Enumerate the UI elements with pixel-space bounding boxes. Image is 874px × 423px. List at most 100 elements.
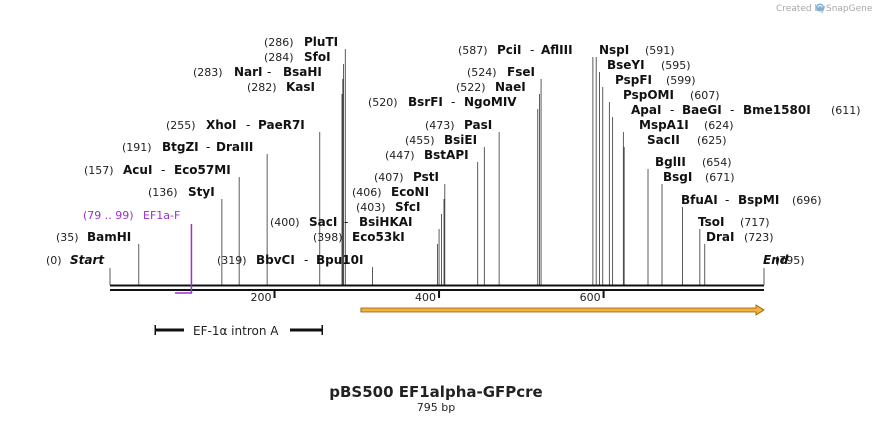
site-pluti[interactable]: (286) PluTI	[264, 35, 338, 49]
site-econi[interactable]: (406) EcoNI	[352, 185, 429, 199]
site-separator: -	[206, 140, 210, 154]
site-apai[interactable]: ApaI - BaeGI - Bme1580I (611)	[631, 103, 861, 117]
site-bamhi[interactable]: (35) BamHI	[56, 230, 131, 244]
site-pos: (136)	[148, 186, 178, 199]
site-pos: (696)	[792, 194, 822, 207]
site-name: XhoI	[206, 118, 237, 132]
ruler-ticks: 200 400 600	[109, 268, 765, 304]
credit-text: Created by	[776, 4, 826, 14]
site-pos: (473)	[425, 119, 455, 132]
site-name: PspOMI	[623, 88, 674, 102]
site-pcii[interactable]: (587) PciI - AflIII	[458, 43, 573, 57]
site-pos: (283)	[193, 66, 223, 79]
end-name: End	[763, 253, 789, 267]
site-bsrfi[interactable]: (520) BsrFI - NgoMIV	[368, 95, 517, 109]
site-kasi[interactable]: (282) KasI	[247, 80, 315, 94]
orf-arrow[interactable]	[360, 304, 765, 316]
sequence-backbone[interactable]	[110, 284, 764, 291]
tick-label: 400	[415, 291, 436, 304]
site-name: PspFI	[615, 73, 652, 87]
site-saci[interactable]: (400) SacI - BsiHKAI	[270, 215, 413, 229]
site-sfoi[interactable]: (284) SfoI	[264, 50, 331, 64]
site-name: NspI	[599, 43, 629, 57]
site-name: SacII	[647, 133, 680, 147]
site-btgzi[interactable]: (191) BtgZI - DraIII	[122, 140, 253, 154]
site-alt-name: PaeR7I	[258, 118, 305, 132]
site-pos: (520)	[368, 96, 398, 109]
site-drai[interactable]: DraI (723)	[706, 230, 774, 244]
site-eco53ki[interactable]: (398) Eco53kI	[313, 230, 405, 244]
site-nspi[interactable]: NspI (591)	[599, 43, 675, 57]
site-alt2-name: Bme1580I	[743, 103, 811, 117]
site-pos: (191)	[122, 141, 152, 154]
site-tsoi[interactable]: TsoI (717)	[698, 215, 770, 229]
site-name: FseI	[507, 65, 535, 79]
site-xhoi[interactable]: (255) XhoI - PaeR7I	[166, 118, 305, 132]
site-pos: (400)	[270, 216, 300, 229]
site-nari[interactable]: (283) NarI - BsaHI	[193, 65, 322, 79]
site-sfci[interactable]: (403) SfcI	[356, 200, 420, 214]
tick-label: 200	[251, 291, 272, 304]
site-alt-name: BsaHI	[283, 65, 322, 79]
site-bseyi[interactable]: BseYI (595)	[607, 58, 691, 72]
site-pos: (319)	[217, 254, 247, 267]
site-pasi[interactable]: (473) PasI	[425, 118, 492, 132]
site-psti[interactable]: (407) PstI	[374, 170, 439, 184]
site-separator: -	[725, 193, 729, 207]
map-title: pBS500 EF1alpha-GFPcre	[329, 383, 542, 401]
site-name: ApaI	[631, 103, 661, 117]
site-alt-name: BaeGI	[682, 103, 722, 117]
site-pos: (398)	[313, 231, 343, 244]
site-name: BsgI	[663, 170, 692, 184]
site-name: TsoI	[698, 215, 724, 229]
end-label: End (795)	[763, 253, 805, 267]
site-bglii[interactable]: BglII (654)	[655, 155, 732, 169]
site-name: Eco53kI	[352, 230, 405, 244]
end-position: (795)	[775, 254, 805, 267]
site-separator: -	[344, 215, 348, 229]
site-name: BbvCI	[256, 253, 295, 267]
credit-brand: SnapGene	[826, 4, 873, 14]
site-bstapi[interactable]: (447) BstAPI	[385, 148, 469, 162]
site-alt-name: NgoMIV	[464, 95, 517, 109]
primer-arrow[interactable]	[174, 224, 193, 294]
site-name: SfoI	[304, 50, 331, 64]
site-sacii[interactable]: SacII (625)	[647, 133, 727, 147]
site-bsgi[interactable]: BsgI (671)	[663, 170, 735, 184]
site-name: MspA1I	[639, 118, 689, 132]
site-separator: -	[267, 65, 271, 79]
site-styi[interactable]: (136) StyI	[148, 185, 215, 199]
site-bsiei[interactable]: (455) BsiEI	[405, 133, 477, 147]
site-bbvci[interactable]: (319) BbvCI - Bpu10I	[217, 253, 363, 267]
site-acui[interactable]: (157) AcuI - Eco57MI	[84, 163, 231, 177]
site-pos: (35)	[56, 231, 79, 244]
site-pos: (625)	[697, 134, 727, 147]
site-pos: (595)	[661, 59, 691, 72]
restriction-site-labels: (286) PluTI (284) SfoI (283) NarI - BsaH…	[56, 35, 861, 267]
site-fsei[interactable]: (524) FseI	[467, 65, 535, 79]
site-alt-name: BspMI	[738, 193, 779, 207]
site-separator: -	[304, 253, 308, 267]
site-pos: (447)	[385, 149, 415, 162]
primer-ef1a-f[interactable]: (79 .. 99) EF1a-F	[83, 209, 193, 294]
site-pos: (671)	[705, 171, 735, 184]
primer-name: EF1a-F	[143, 209, 180, 222]
site-name: BglII	[655, 155, 686, 169]
site-pos: (587)	[458, 44, 488, 57]
site-naei[interactable]: (522) NaeI	[456, 80, 526, 94]
site-alt-name: AflIII	[541, 43, 573, 57]
site-pos: (522)	[456, 81, 486, 94]
feature-label: EF-1α intron A	[193, 324, 279, 338]
site-name: BtgZI	[162, 140, 199, 154]
site-pspomi[interactable]: PspOMI (607)	[623, 88, 720, 102]
site-bfuai[interactable]: BfuAI - BspMI (696)	[681, 193, 822, 207]
site-pos: (599)	[666, 74, 696, 87]
site-pspfi[interactable]: PspFI (599)	[615, 73, 696, 87]
start-position: (0)	[46, 254, 62, 267]
site-name: SacI	[309, 215, 337, 229]
feature-ef1a-intron[interactable]: EF-1α intron A	[154, 324, 323, 338]
site-callout-lines	[138, 49, 706, 285]
site-name: SfcI	[395, 200, 420, 214]
site-mspa1i[interactable]: MspA1I (624)	[639, 118, 734, 132]
